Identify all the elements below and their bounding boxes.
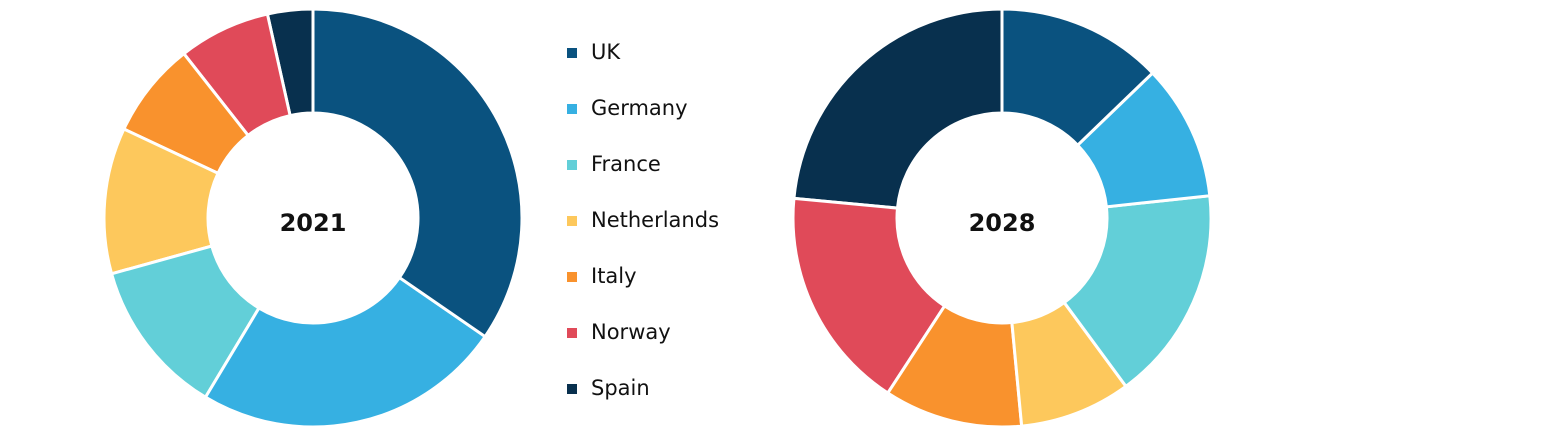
legend-label: UK bbox=[591, 40, 621, 64]
slice bbox=[1010, 300, 1129, 428]
legend-label: Italy bbox=[591, 264, 637, 288]
slice bbox=[791, 196, 947, 396]
slice bbox=[1075, 70, 1212, 209]
slice bbox=[311, 7, 524, 339]
slice bbox=[181, 12, 292, 138]
legend-label: Spain bbox=[591, 376, 650, 400]
legend-label: Germany bbox=[591, 96, 688, 120]
slice bbox=[109, 244, 262, 400]
center-label: 2021 bbox=[280, 209, 347, 237]
slice bbox=[102, 127, 220, 276]
legend-swatch bbox=[567, 272, 577, 282]
slice bbox=[792, 7, 1004, 210]
legend-label: Netherlands bbox=[591, 208, 719, 232]
slice bbox=[203, 275, 488, 429]
legend-label: France bbox=[591, 152, 661, 176]
legend-swatch bbox=[567, 328, 577, 338]
legend-swatch bbox=[567, 216, 577, 226]
legend-swatch bbox=[567, 48, 577, 58]
legend-swatch bbox=[567, 104, 577, 114]
legend-label: Norway bbox=[591, 320, 671, 344]
legend-swatch bbox=[567, 384, 577, 394]
legend-swatch bbox=[567, 160, 577, 170]
slice bbox=[1062, 194, 1213, 389]
center-label: 2028 bbox=[969, 209, 1036, 237]
slice bbox=[1000, 7, 1155, 148]
slice bbox=[885, 303, 1024, 429]
